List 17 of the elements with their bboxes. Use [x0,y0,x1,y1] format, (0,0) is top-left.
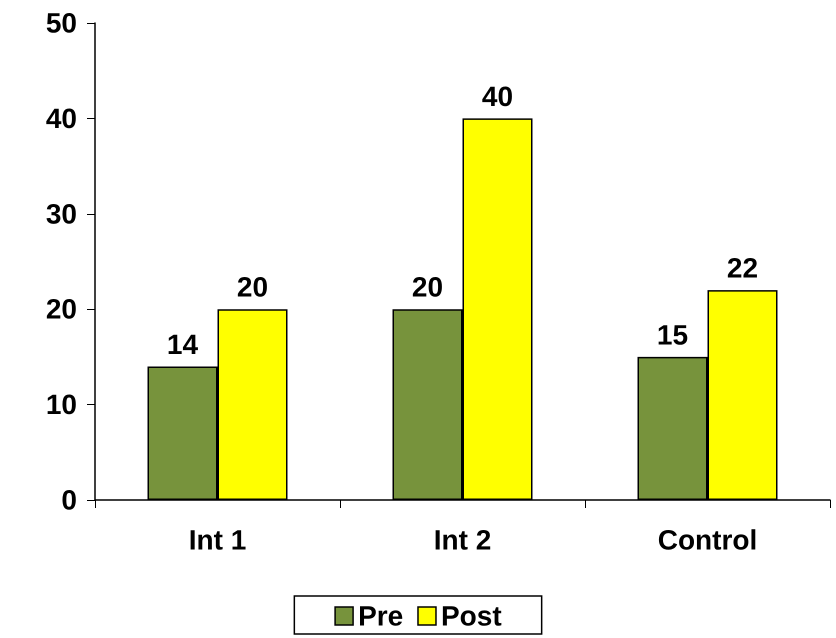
data-label: 14 [166,328,198,360]
data-label: 22 [726,252,758,284]
data-label: 20 [236,272,268,303]
x-tick-label: Control [658,524,758,556]
y-tick-label: 50 [46,8,77,38]
legend-label: Post [440,600,502,632]
y-tick-label: 20 [46,294,77,325]
data-label: 15 [656,319,688,350]
y-tick-label: 10 [46,389,77,420]
y-tick-label: 40 [46,102,77,134]
x-tick-label: Int 2 [434,524,492,556]
legend-label: Pre [358,600,404,632]
y-tick-label: 30 [46,198,77,230]
x-tick-label: Int 1 [188,524,246,556]
data-label: 20 [412,272,444,303]
y-tick-label: 0 [61,484,77,516]
data-label: 40 [482,80,514,112]
